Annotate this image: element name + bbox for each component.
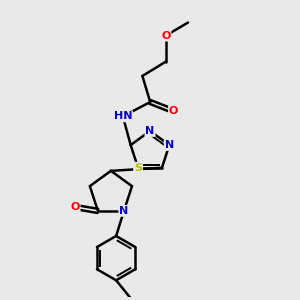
Text: HN: HN [114, 111, 132, 122]
Text: O: O [70, 202, 80, 212]
Text: O: O [161, 31, 170, 40]
Text: O: O [169, 106, 178, 116]
Text: S: S [134, 163, 142, 173]
Text: N: N [146, 126, 154, 136]
Text: N: N [165, 140, 174, 150]
Text: N: N [119, 206, 129, 216]
